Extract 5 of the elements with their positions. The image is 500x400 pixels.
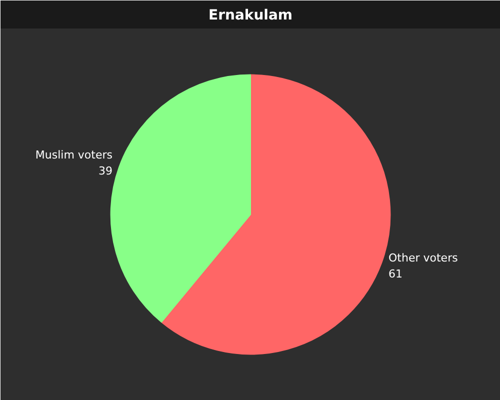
slice-label: Other voters xyxy=(388,252,458,265)
chart-title: Ernakulam xyxy=(208,8,293,24)
data-label: 39 xyxy=(98,164,112,178)
data-label: 61 xyxy=(388,267,403,280)
slice-label: Muslim voters xyxy=(35,148,113,162)
